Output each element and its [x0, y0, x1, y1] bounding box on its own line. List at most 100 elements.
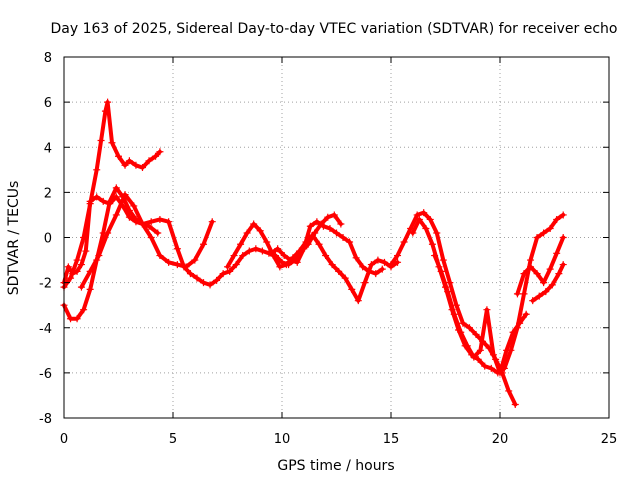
data-point — [93, 166, 101, 174]
data-point — [206, 281, 214, 289]
data-point — [276, 263, 284, 271]
data-point — [337, 220, 345, 228]
data-point — [101, 107, 109, 115]
data-point — [156, 252, 164, 260]
data-point — [145, 157, 153, 165]
data-point — [173, 261, 181, 269]
data-point — [69, 270, 77, 278]
data-point — [328, 261, 336, 269]
data-point — [546, 265, 554, 273]
data-point — [112, 211, 120, 219]
data-point — [82, 247, 90, 255]
data-point — [165, 218, 173, 226]
data-point — [470, 353, 478, 361]
data-point — [64, 263, 72, 271]
data-point — [472, 331, 480, 339]
data-point — [243, 229, 251, 237]
data-point — [309, 231, 317, 239]
data-point — [67, 315, 75, 323]
x-tick-label: 5 — [169, 432, 177, 447]
data-point — [287, 256, 295, 264]
satellite-track-1-trace — [62, 100, 162, 290]
data-point — [77, 261, 85, 269]
satellite-track-10-trace — [515, 235, 566, 296]
data-point — [409, 229, 417, 237]
data-point — [191, 256, 199, 264]
data-point — [200, 240, 208, 248]
data-point — [348, 285, 356, 293]
data-point — [476, 346, 484, 354]
data-point — [553, 215, 561, 223]
data-point — [99, 197, 107, 205]
data-point — [138, 220, 146, 228]
data-point — [511, 400, 519, 408]
data-point — [280, 252, 288, 260]
data-point — [426, 215, 434, 223]
data-point — [282, 261, 290, 269]
data-point — [352, 254, 360, 262]
data-point — [97, 136, 105, 144]
data-point — [457, 328, 465, 336]
data-point — [422, 224, 430, 232]
data-point — [182, 263, 190, 271]
data-point — [237, 240, 245, 248]
data-point — [77, 283, 85, 291]
data-point — [322, 252, 330, 260]
data-point — [459, 319, 467, 327]
data-points — [60, 98, 567, 408]
data-point — [542, 288, 550, 296]
data-point — [450, 310, 458, 318]
data-point — [400, 238, 408, 246]
data-point — [553, 249, 561, 257]
y-tick-label: -6 — [39, 367, 52, 382]
data-point — [555, 270, 563, 278]
data-point — [354, 297, 362, 305]
satellite-track-9 — [431, 252, 530, 377]
x-tick-label: 0 — [60, 432, 68, 447]
data-point — [104, 229, 112, 237]
data-point — [121, 161, 129, 169]
data-point — [439, 256, 447, 264]
data-point — [319, 222, 327, 230]
data-point — [125, 206, 133, 214]
data-point — [252, 245, 260, 253]
data-point — [339, 234, 347, 241]
y-tick-label: -8 — [39, 412, 52, 427]
y-tick-label: 2 — [44, 186, 52, 201]
data-point — [125, 213, 133, 221]
data-point — [548, 281, 556, 289]
data-point — [224, 263, 231, 271]
data-point — [433, 229, 441, 237]
y-tick-label: 6 — [44, 96, 52, 111]
data-point — [156, 215, 164, 223]
data-point — [367, 261, 375, 269]
data-point — [263, 238, 271, 246]
data-point — [540, 279, 548, 287]
satellite-track-11 — [529, 261, 567, 305]
data-point — [483, 306, 491, 314]
data-point — [527, 256, 535, 264]
data-point — [213, 276, 221, 284]
chart-title: Day 163 of 2025, Sidereal Day-to-day VTE… — [51, 21, 618, 37]
data-point — [520, 270, 528, 278]
data-point — [226, 267, 234, 275]
data-point — [378, 265, 386, 273]
data-point — [93, 193, 101, 201]
data-point — [147, 234, 155, 241]
data-point — [446, 279, 454, 287]
data-point — [232, 261, 240, 269]
data-point — [335, 267, 343, 275]
data-point — [250, 220, 258, 228]
data-point — [104, 98, 112, 106]
satellite-track-10 — [513, 234, 567, 298]
x-tick-label: 20 — [492, 432, 509, 447]
axis-ticks — [63, 56, 610, 419]
data-point — [533, 234, 541, 241]
data-point — [420, 209, 428, 217]
data-point — [413, 211, 421, 219]
data-point — [230, 252, 238, 260]
data-point — [503, 346, 511, 354]
data-point — [95, 252, 103, 260]
data-point — [125, 157, 133, 165]
